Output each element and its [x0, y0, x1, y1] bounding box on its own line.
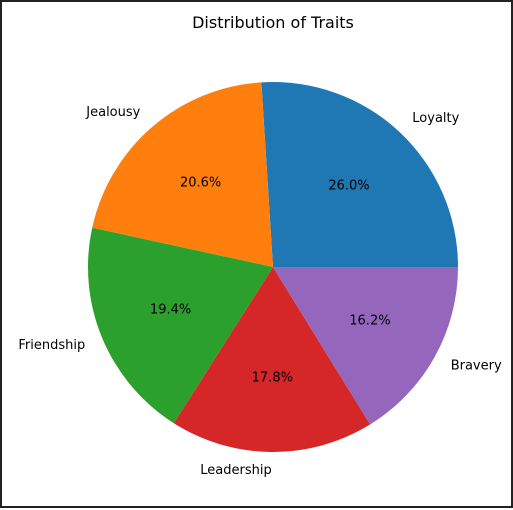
chart-title: Distribution of Traits	[192, 13, 354, 32]
pie-slice-friendship	[88, 227, 273, 424]
slice-label-jealousy: Jealousy	[85, 105, 140, 120]
slice-label-leadership: Leadership	[200, 463, 271, 478]
pie-slices	[88, 82, 458, 452]
slice-percent-friendship: 19.4%	[150, 302, 191, 317]
slice-label-loyalty: Loyalty	[412, 111, 459, 126]
slice-label-bravery: Bravery	[451, 359, 502, 374]
slice-percent-jealousy: 20.6%	[180, 175, 221, 190]
slice-percent-bravery: 16.2%	[349, 314, 390, 329]
pie-slice-jealousy	[92, 82, 274, 268]
pie-labels: Loyalty 26.0% Jealousy 20.6% Friendship 19.4%…	[18, 105, 502, 478]
pie-slice-leadership	[173, 267, 371, 452]
pie-slice-loyalty	[261, 82, 458, 268]
slice-label-friendship: Friendship	[18, 338, 85, 353]
pie-slice-bravery	[273, 267, 458, 425]
slice-percent-leadership: 17.8%	[252, 371, 293, 386]
slice-percent-loyalty: 26.0%	[328, 179, 369, 194]
